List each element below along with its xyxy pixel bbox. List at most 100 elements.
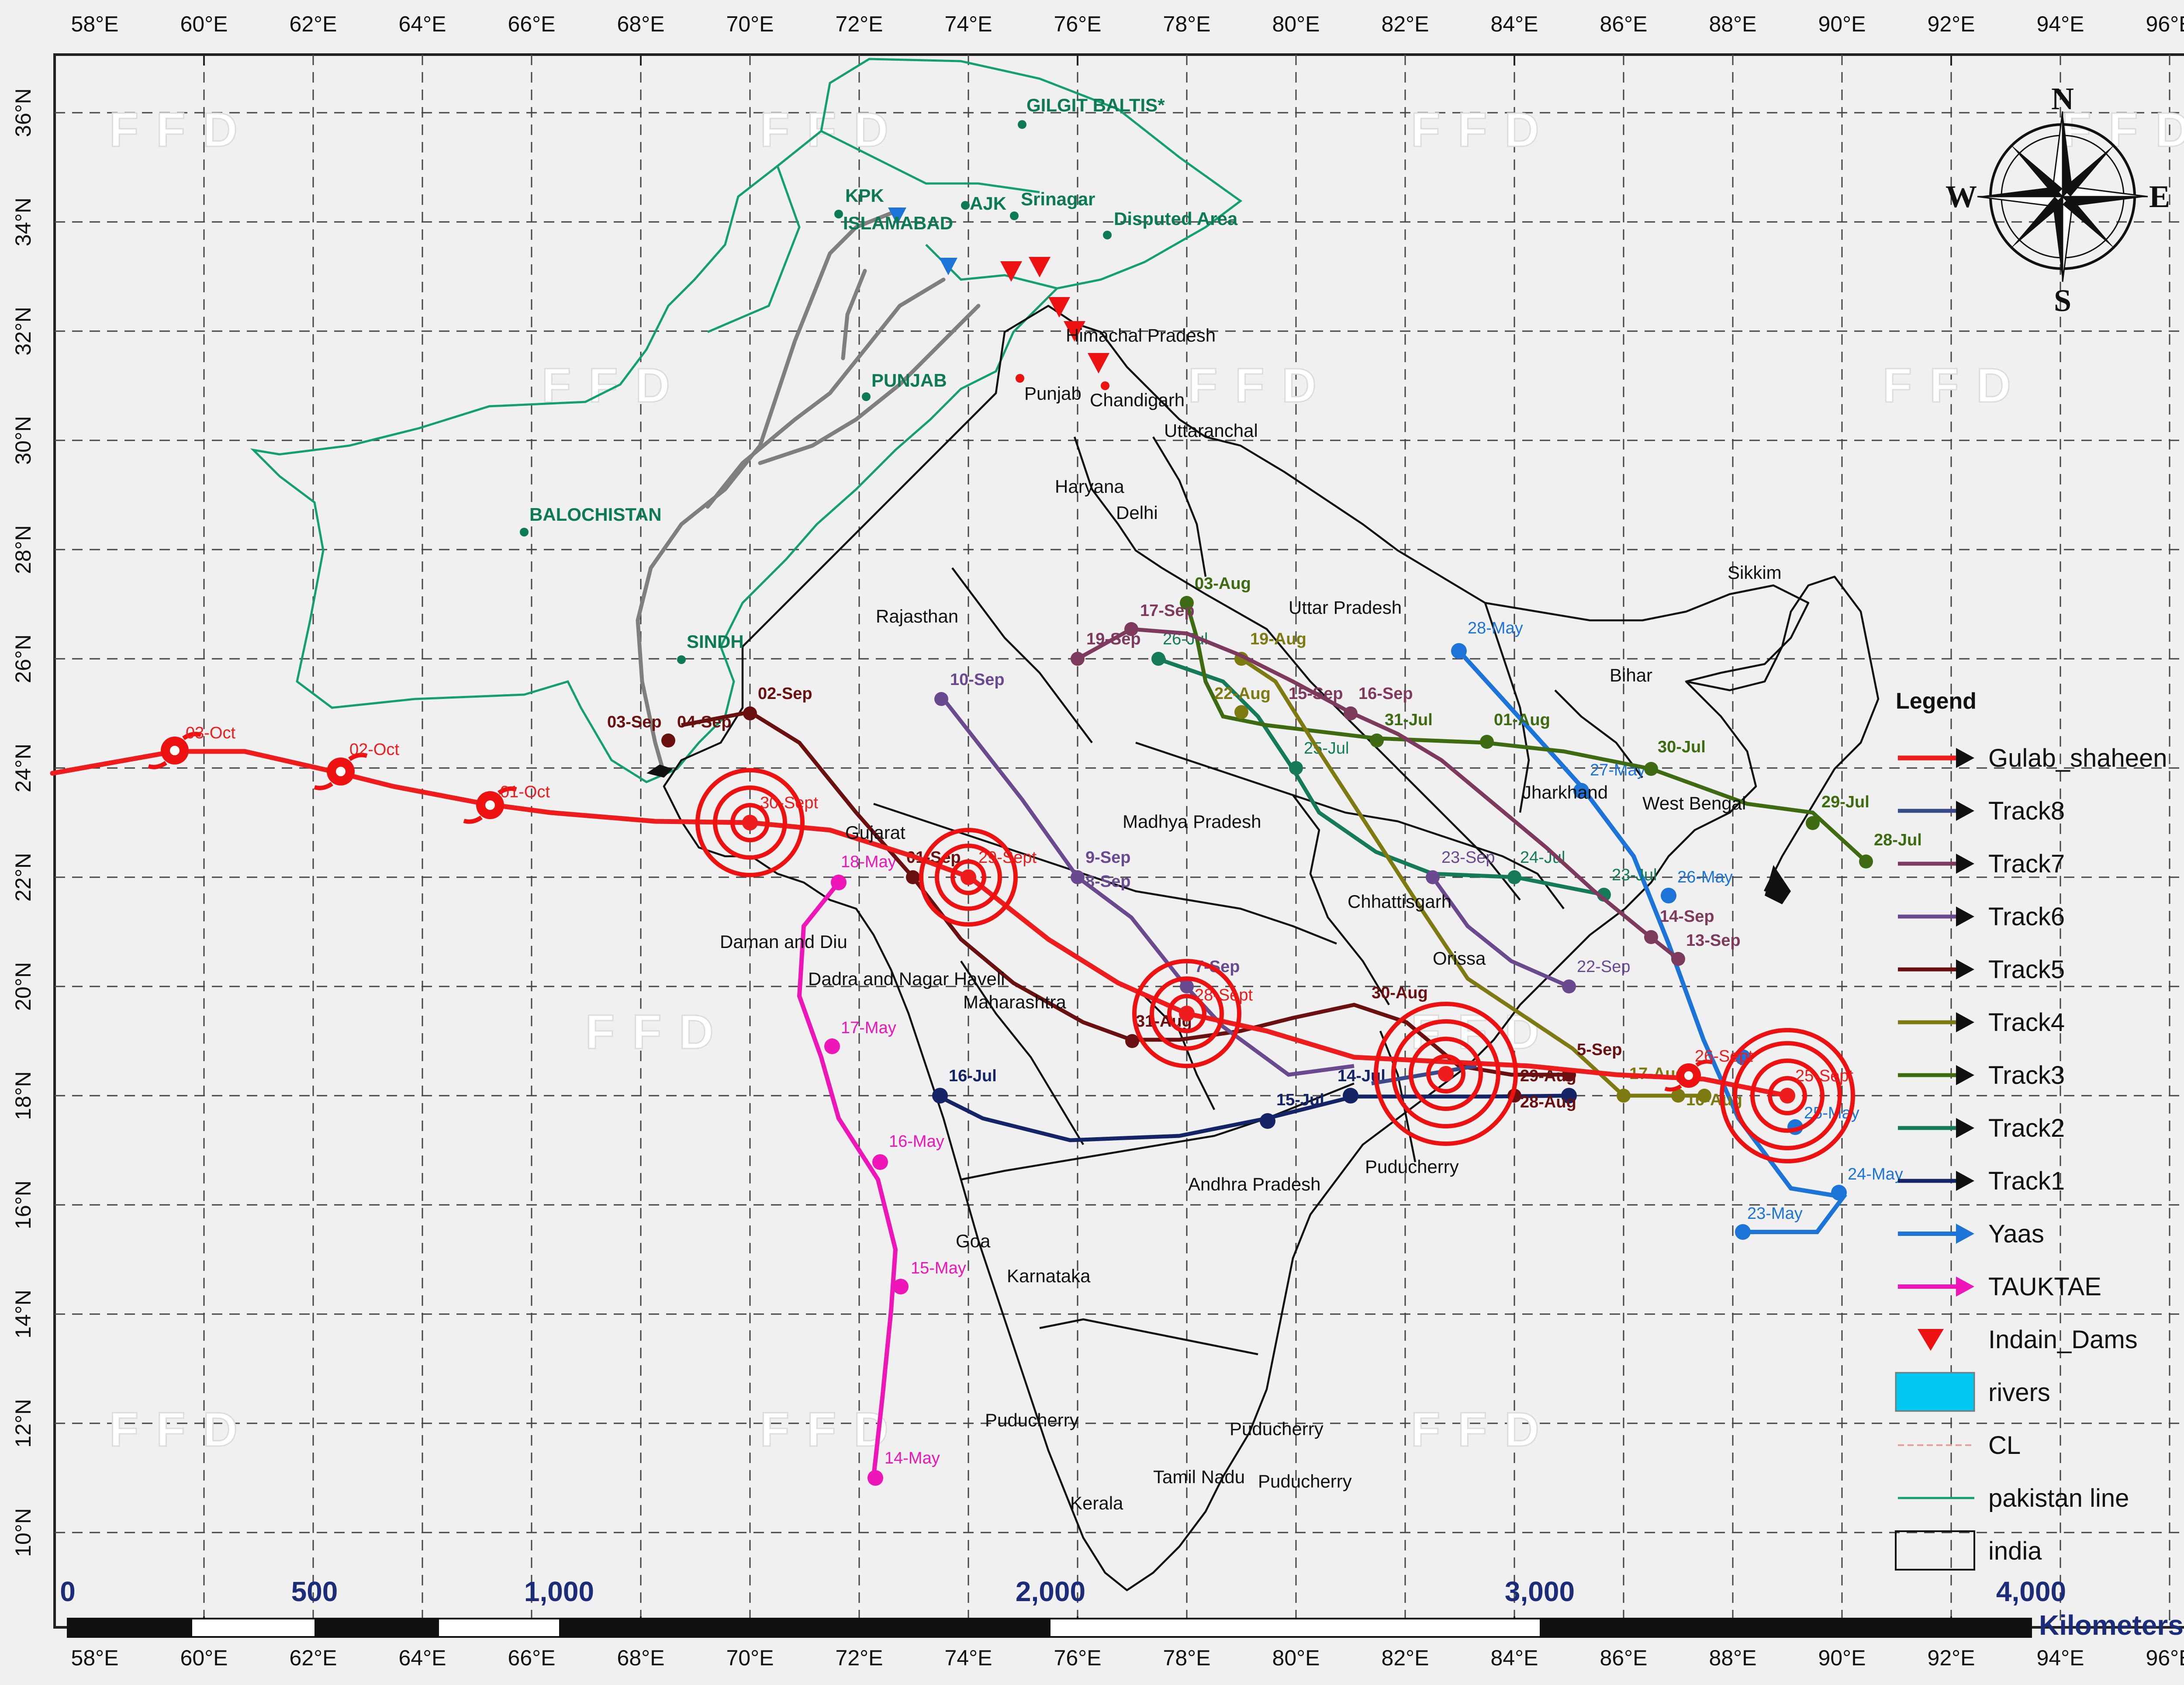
- place-label: Gujarat: [845, 822, 905, 843]
- place-label: Madhya Pradesh: [1123, 811, 1261, 832]
- y-tick-left: 22°N: [11, 853, 35, 902]
- track-point: [1179, 1006, 1195, 1021]
- legend: Legend Gulab_shaheen Track8 Track7 Track…: [1895, 689, 2167, 1571]
- date-label: 19-Aug: [1250, 630, 1306, 648]
- cyclone-ring: [1426, 1054, 1465, 1093]
- city-dot: [834, 210, 843, 218]
- x-tick-bottom: 92°E: [1928, 1646, 1975, 1670]
- track-6-labels: 10-Sep 9-Sep 8-Sep 7-Sep 23-Sep 22-Sep: [950, 671, 1631, 976]
- scale-label: 3,000: [1505, 1576, 1575, 1607]
- y-tick-left: 20°N: [11, 962, 35, 1011]
- cyclone-icon: [314, 753, 368, 790]
- watermark: FFD: [1883, 359, 2028, 412]
- track-3-points: [1180, 596, 1873, 868]
- cyclone-ring: [1132, 959, 1241, 1068]
- date-label: 29-Jul: [1821, 793, 1870, 811]
- x-tick-top: 84°E: [1491, 12, 1538, 36]
- legend-item-cl: CL: [1898, 1431, 2021, 1460]
- province-label: Disputed Area: [1114, 208, 1238, 229]
- track-7-points: [1071, 622, 1685, 966]
- x-tick-top: 80°E: [1272, 12, 1320, 36]
- date-label: 22-Sep: [1577, 958, 1631, 976]
- province-label: AJK: [970, 193, 1006, 214]
- track-point: [961, 869, 976, 885]
- watermark: FFD: [109, 1403, 255, 1457]
- y-tick-left: 26°N: [11, 634, 35, 683]
- compass-s: S: [2054, 283, 2071, 318]
- x-tick-top: 86°E: [1600, 12, 1648, 36]
- cyclone-ring: [1391, 1019, 1500, 1128]
- watermark: FFD: [542, 359, 688, 412]
- track-point: [1180, 596, 1194, 610]
- x-tick-top: 58°E: [71, 12, 119, 36]
- date-label: 02-Oct: [349, 740, 399, 759]
- date-label: 02-Sep: [758, 685, 812, 703]
- dam-icon: [1918, 1329, 1944, 1351]
- place-label: Tamil Nadu: [1153, 1467, 1245, 1487]
- track-point: [661, 734, 675, 747]
- city-dot: [862, 392, 871, 401]
- track-point: [1480, 735, 1494, 749]
- city-dot: [520, 528, 529, 536]
- date-label: 15-Sep: [1289, 685, 1343, 703]
- x-tick-top: 60°E: [180, 12, 228, 36]
- track-gulab-labels: 03-Oct 02-Oct 01-Oct 30-Sept 29-Sept 28-…: [186, 724, 1854, 1085]
- dam-icon: [1064, 321, 1085, 342]
- date-label: 17-May: [841, 1019, 896, 1037]
- x-tick-bottom: 70°E: [726, 1646, 774, 1670]
- dam-icon: [888, 208, 906, 225]
- date-label: 31-Jul: [1385, 711, 1433, 729]
- place-label: Chandigarh: [1090, 390, 1185, 410]
- track-tauktae-labels: 18-May 17-May 16-May 15-May 14-May: [841, 853, 966, 1467]
- legend-item-track2: Track2: [1898, 1114, 2065, 1142]
- date-label: 28-May: [1468, 619, 1523, 637]
- track-point: [1780, 1088, 1795, 1104]
- x-axis-labels-top: 58°E 60°E 62°E 64°E 66°E 68°E 70°E 72°E …: [71, 12, 2184, 36]
- legend-label: Indain_Dams: [1988, 1325, 2138, 1354]
- place-label: Daman and Diu: [720, 931, 847, 952]
- date-label: 26-May: [1677, 868, 1733, 886]
- track-point: [1151, 652, 1165, 666]
- date-label: 23-Jul: [1612, 866, 1657, 884]
- watermark: FFD: [760, 1403, 906, 1457]
- place-label: Haryana: [1055, 476, 1124, 497]
- compass-n: N: [2051, 81, 2074, 116]
- scale-label: 2,000: [1016, 1576, 1085, 1607]
- legend-label: Track3: [1988, 1061, 2065, 1090]
- cyclone-ring: [1374, 1002, 1518, 1146]
- x-tick-top: 64°E: [399, 12, 446, 36]
- legend-label: Gulab_shaheen: [1988, 744, 2167, 772]
- province-label: GILGIT BALTIS*: [1026, 95, 1165, 115]
- date-label: 01-Oct: [500, 783, 550, 801]
- date-label: 26-Sept: [1695, 1047, 1753, 1066]
- track-point: [1661, 888, 1676, 903]
- dam-icon: [1088, 353, 1109, 374]
- x-tick-bottom: 68°E: [617, 1646, 665, 1670]
- y-tick-left: 14°N: [11, 1290, 35, 1339]
- track-2-points: [1151, 652, 1611, 902]
- track-point: [906, 870, 920, 884]
- track-4: [1240, 657, 1704, 1098]
- city-dot: [677, 655, 686, 664]
- track-gulab-points: [742, 815, 1795, 1104]
- place-label: Punjab: [1024, 383, 1082, 404]
- rivers: [636, 208, 981, 775]
- legend-item-track3: Track3: [1898, 1061, 2065, 1090]
- track-1: [938, 1093, 1569, 1142]
- date-label: 30-Aug: [1372, 984, 1428, 1002]
- place-label: Goa: [956, 1231, 991, 1251]
- track-point: [743, 706, 757, 720]
- track-yaas: [1457, 649, 1847, 1234]
- track-point: [1370, 734, 1384, 747]
- date-label: 5-Sep: [1577, 1041, 1622, 1059]
- y-tick-left: 32°N: [11, 307, 35, 356]
- watermarks: FFD FFD FFD FFD FFD FFD FFD FFD FFD FFD …: [109, 103, 2184, 1457]
- x-tick-bottom: 78°E: [1163, 1646, 1211, 1670]
- place-label: West Bengal: [1642, 793, 1746, 813]
- compass-w: W: [1946, 179, 1977, 214]
- track-point: [831, 875, 847, 890]
- x-tick-bottom: 86°E: [1600, 1646, 1648, 1670]
- track-point: [1451, 643, 1467, 659]
- scale-label: 1,000: [524, 1576, 594, 1607]
- cyclone-ring: [1720, 1028, 1855, 1163]
